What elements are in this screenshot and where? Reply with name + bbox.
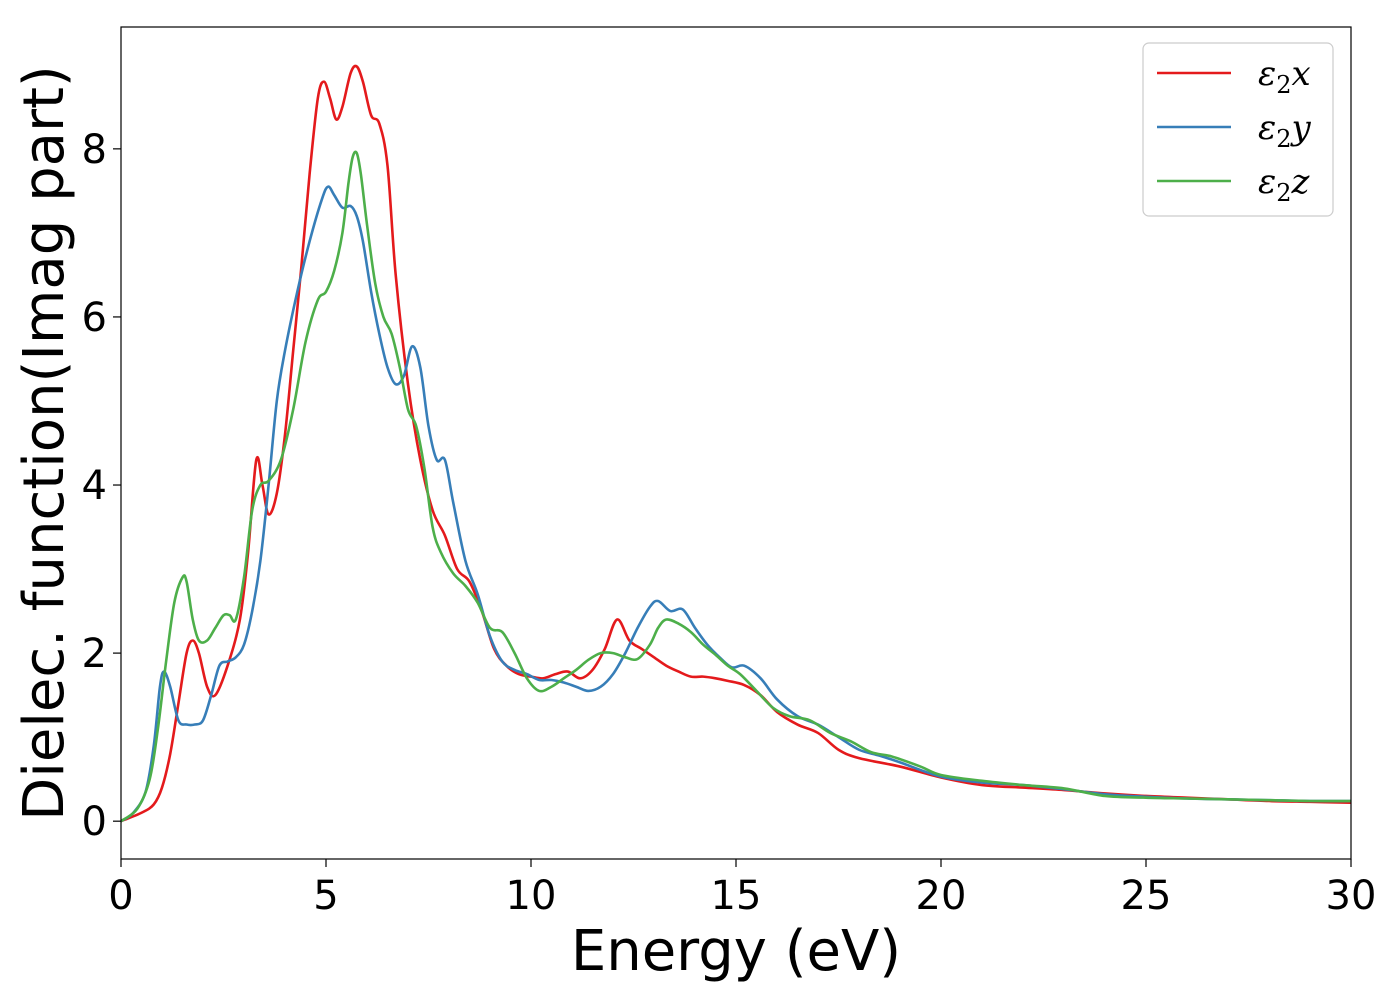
legend-frame xyxy=(1142,42,1334,217)
x-tick-label: 10 xyxy=(506,873,557,919)
legend-label-z: ε2z xyxy=(1258,162,1311,207)
y-tick-label: 6 xyxy=(82,295,107,341)
y-tick-label: 4 xyxy=(82,463,107,509)
y-tick-label: 0 xyxy=(82,799,107,845)
legend-label-x: ε2x xyxy=(1258,54,1311,99)
x-tick-label: 0 xyxy=(108,873,133,919)
y-axis-ticks: 0 2 4 6 8 xyxy=(82,127,121,845)
x-tick-label: 15 xyxy=(711,873,762,919)
y-axis-title: Dielec. function(Imag part) xyxy=(12,65,77,821)
x-tick-label: 30 xyxy=(1326,873,1377,919)
series-layer xyxy=(121,64,1351,823)
y-tick-label: 8 xyxy=(82,127,107,173)
legend: ε2x ε2y ε2z xyxy=(1142,42,1334,217)
y-tick-label: 2 xyxy=(82,631,107,677)
series-line-y xyxy=(121,185,1351,823)
x-tick-label: 25 xyxy=(1121,873,1172,919)
series-line-z xyxy=(121,150,1351,823)
x-tick-label: 5 xyxy=(313,873,338,919)
x-axis-title: Energy (eV) xyxy=(571,919,901,984)
x-axis-ticks: 0 5 10 15 20 25 30 xyxy=(108,859,1376,919)
x-tick-label: 20 xyxy=(916,873,967,919)
legend-label-y: ε2y xyxy=(1258,108,1312,153)
